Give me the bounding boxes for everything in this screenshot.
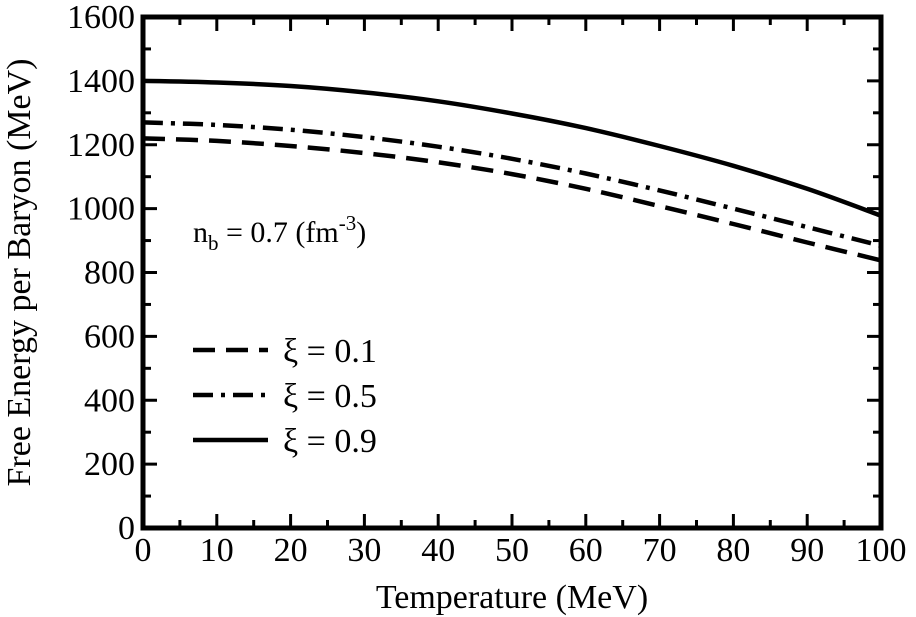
y-tick-label: 600 bbox=[84, 318, 135, 355]
annotation-subscript: b bbox=[208, 231, 219, 255]
x-tick-label: 10 bbox=[200, 532, 234, 569]
y-tick-label: 1600 bbox=[67, 0, 135, 36]
series-layer bbox=[142, 78, 882, 263]
y-tick-label: 0 bbox=[118, 510, 135, 547]
series-line-3 bbox=[142, 78, 882, 218]
annotation-end: ) bbox=[356, 216, 366, 249]
x-tick-label: 0 bbox=[135, 532, 152, 569]
y-tick-label: 1200 bbox=[67, 127, 135, 164]
annotation-base: n bbox=[193, 216, 208, 249]
annotation-middle: = 0.7 (fm bbox=[219, 216, 339, 249]
y-tick-label: 800 bbox=[84, 255, 135, 292]
axes-layer: 0 10 20 30 40 50 60 70 80 90 100020040060080010001… bbox=[67, 0, 907, 569]
series-line-2 bbox=[142, 120, 882, 248]
plot-frame bbox=[140, 14, 884, 531]
annotation-superscript: -3 bbox=[339, 211, 357, 235]
y-tick-label: 200 bbox=[84, 446, 135, 483]
x-axis-title: Temperature (MeV) bbox=[376, 579, 648, 616]
y-tick-label: 1000 bbox=[67, 191, 135, 228]
x-tick-label: 20 bbox=[274, 532, 308, 569]
x-tick-label: 80 bbox=[716, 532, 750, 569]
y-tick-label: 400 bbox=[84, 382, 135, 419]
y-axis-title: Free Energy per Baryon (MeV) bbox=[1, 58, 38, 486]
x-tick-label: 70 bbox=[643, 532, 677, 569]
legend-label-3: ξ = 0.9 bbox=[283, 423, 377, 460]
x-tick-label: 90 bbox=[790, 532, 824, 569]
series-line-1 bbox=[142, 136, 882, 263]
density-annotation: nb = 0.7 (fm-3) bbox=[193, 211, 366, 255]
x-tick-label: 100 bbox=[856, 532, 907, 569]
legend-label-2: ξ = 0.5 bbox=[283, 378, 377, 415]
y-tick-label: 1400 bbox=[67, 63, 135, 100]
x-tick-label: 30 bbox=[347, 532, 381, 569]
x-tick-label: 60 bbox=[569, 532, 603, 569]
legend: ξ = 0.1 ξ = 0.5 ξ = 0.9 bbox=[193, 333, 377, 460]
x-tick-label: 50 bbox=[495, 532, 529, 569]
x-tick-label: 40 bbox=[421, 532, 455, 569]
legend-label-1: ξ = 0.1 bbox=[283, 333, 377, 370]
